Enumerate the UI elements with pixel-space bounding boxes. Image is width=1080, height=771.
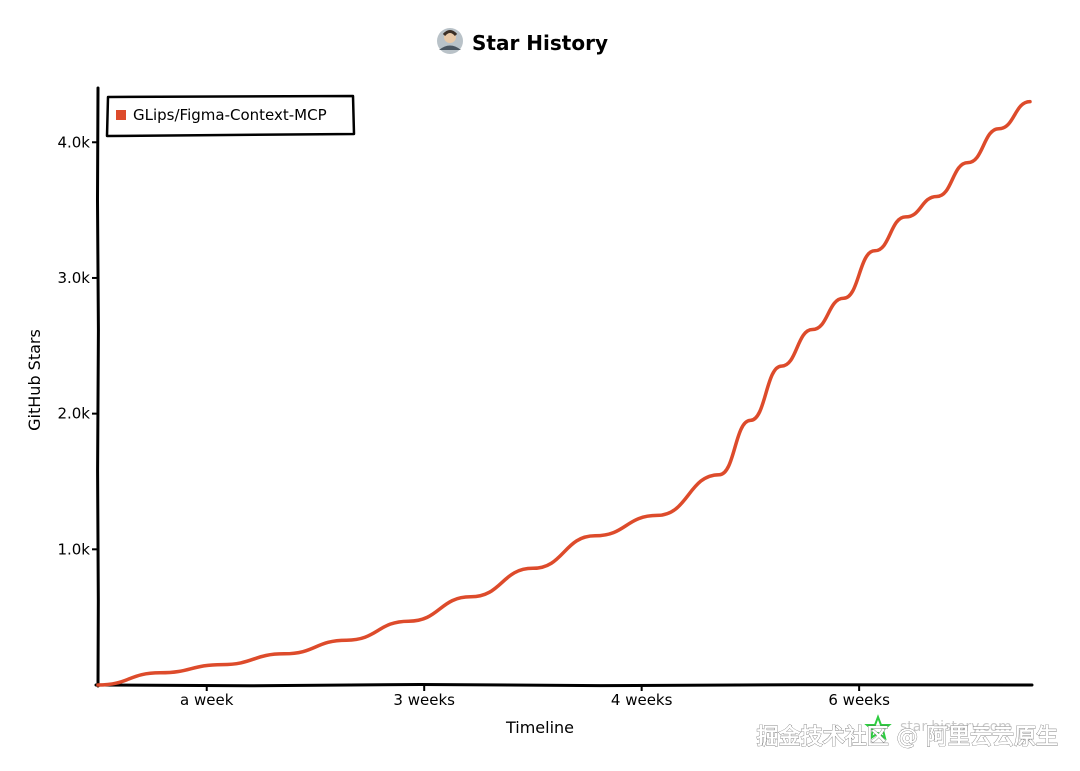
y-axis-label: GitHub Stars (25, 329, 44, 431)
x-tick-label: a week (180, 691, 234, 709)
x-axis-line (94, 682, 1034, 688)
legend-label: GLips/Figma-Context-MCP (133, 106, 327, 124)
y-axis-line (95, 86, 100, 688)
y-ticks: 1.0k 2.0k 3.0k 4.0k (57, 133, 98, 558)
star-icon (864, 714, 892, 741)
legend[interactable]: GLips/Figma-Context-MCP (105, 94, 356, 138)
watermark-site: star-history.com (900, 719, 1012, 735)
series-line (96, 99, 1032, 687)
chart-title: Star History (472, 31, 608, 55)
x-tick-label: 3 weeks (393, 691, 455, 709)
watermark: star-history.com 掘金技术社区 @ 阿里云云原生 (756, 714, 1058, 750)
legend-swatch (116, 110, 126, 120)
series-group (96, 99, 1032, 687)
x-tick-label: 6 weeks (828, 691, 890, 709)
x-tick-label: 4 weeks (611, 691, 673, 709)
legend-box (105, 94, 356, 138)
y-tick-label: 2.0k (57, 405, 90, 423)
x-ticks: a week 3 weeks 4 weeks 6 weeks (180, 685, 890, 709)
watermark-credit: 掘金技术社区 @ 阿里云云原生 (757, 724, 1058, 750)
avatar-icon (437, 28, 463, 54)
chart-title-group: Star History (437, 28, 608, 55)
y-tick-label: 3.0k (57, 269, 90, 287)
x-axis-label: Timeline (505, 718, 574, 737)
axes (94, 86, 1034, 688)
y-tick-label: 1.0k (57, 540, 90, 558)
y-tick-label: 4.0k (57, 133, 90, 151)
